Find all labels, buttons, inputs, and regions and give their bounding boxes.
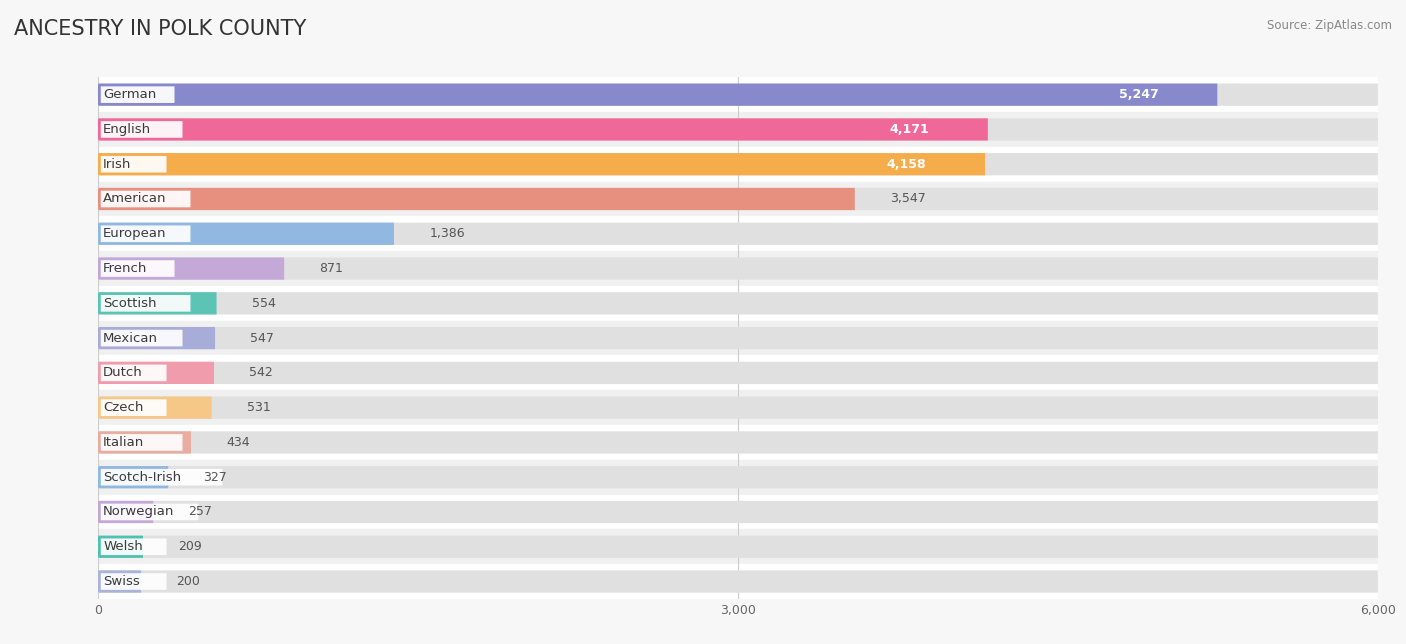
FancyBboxPatch shape: [98, 397, 1378, 419]
FancyBboxPatch shape: [101, 504, 198, 520]
Text: Scottish: Scottish: [103, 297, 156, 310]
Text: 554: 554: [252, 297, 276, 310]
Text: Source: ZipAtlas.com: Source: ZipAtlas.com: [1267, 19, 1392, 32]
FancyBboxPatch shape: [101, 538, 166, 555]
Text: 209: 209: [179, 540, 202, 553]
FancyBboxPatch shape: [98, 292, 217, 314]
FancyBboxPatch shape: [101, 225, 190, 242]
Text: Czech: Czech: [103, 401, 143, 414]
FancyBboxPatch shape: [98, 258, 284, 279]
FancyBboxPatch shape: [98, 536, 143, 558]
Text: 4,158: 4,158: [887, 158, 927, 171]
FancyBboxPatch shape: [98, 188, 855, 210]
Bar: [98, 216, 1378, 251]
FancyBboxPatch shape: [98, 258, 1378, 279]
FancyBboxPatch shape: [98, 466, 169, 488]
Text: French: French: [103, 262, 148, 275]
FancyBboxPatch shape: [98, 223, 394, 245]
Bar: [98, 147, 1378, 182]
FancyBboxPatch shape: [98, 153, 986, 175]
Bar: [98, 286, 1378, 321]
FancyBboxPatch shape: [98, 501, 1378, 523]
FancyBboxPatch shape: [98, 118, 988, 140]
FancyBboxPatch shape: [98, 501, 153, 523]
Bar: [98, 425, 1378, 460]
Text: ANCESTRY IN POLK COUNTY: ANCESTRY IN POLK COUNTY: [14, 19, 307, 39]
FancyBboxPatch shape: [98, 84, 1378, 106]
Text: Scotch-Irish: Scotch-Irish: [103, 471, 181, 484]
Text: 5,247: 5,247: [1119, 88, 1159, 101]
Text: 257: 257: [188, 506, 212, 518]
Bar: [98, 529, 1378, 564]
FancyBboxPatch shape: [101, 573, 166, 590]
Text: 871: 871: [319, 262, 343, 275]
Bar: [98, 355, 1378, 390]
Text: 200: 200: [176, 575, 200, 588]
FancyBboxPatch shape: [98, 362, 1378, 384]
Text: 1,386: 1,386: [429, 227, 465, 240]
Text: American: American: [103, 193, 167, 205]
Text: 531: 531: [247, 401, 270, 414]
Text: 542: 542: [249, 366, 273, 379]
Bar: [98, 112, 1378, 147]
FancyBboxPatch shape: [101, 86, 174, 103]
Text: European: European: [103, 227, 167, 240]
FancyBboxPatch shape: [101, 121, 183, 138]
FancyBboxPatch shape: [101, 330, 183, 346]
Text: 4,171: 4,171: [890, 123, 929, 136]
FancyBboxPatch shape: [98, 118, 1378, 140]
Bar: [98, 77, 1378, 112]
FancyBboxPatch shape: [98, 362, 214, 384]
Text: Welsh: Welsh: [103, 540, 143, 553]
Text: English: English: [103, 123, 152, 136]
Text: Swiss: Swiss: [103, 575, 139, 588]
FancyBboxPatch shape: [101, 434, 183, 451]
FancyBboxPatch shape: [98, 292, 1378, 314]
FancyBboxPatch shape: [101, 260, 174, 277]
FancyBboxPatch shape: [101, 156, 166, 173]
Text: 547: 547: [250, 332, 274, 345]
Bar: [98, 460, 1378, 495]
FancyBboxPatch shape: [98, 327, 215, 349]
Bar: [98, 182, 1378, 216]
FancyBboxPatch shape: [101, 191, 190, 207]
FancyBboxPatch shape: [98, 536, 1378, 558]
FancyBboxPatch shape: [98, 153, 1378, 175]
FancyBboxPatch shape: [98, 431, 191, 453]
Text: 327: 327: [204, 471, 228, 484]
Bar: [98, 251, 1378, 286]
Text: Irish: Irish: [103, 158, 132, 171]
FancyBboxPatch shape: [98, 223, 1378, 245]
Bar: [98, 564, 1378, 599]
FancyBboxPatch shape: [98, 466, 1378, 488]
Text: Italian: Italian: [103, 436, 145, 449]
Text: Norwegian: Norwegian: [103, 506, 174, 518]
FancyBboxPatch shape: [98, 327, 1378, 349]
FancyBboxPatch shape: [98, 571, 141, 592]
FancyBboxPatch shape: [98, 571, 1378, 592]
FancyBboxPatch shape: [101, 295, 190, 312]
Text: 3,547: 3,547: [890, 193, 925, 205]
Bar: [98, 321, 1378, 355]
FancyBboxPatch shape: [101, 399, 166, 416]
Bar: [98, 390, 1378, 425]
FancyBboxPatch shape: [98, 84, 1218, 106]
Text: German: German: [103, 88, 156, 101]
FancyBboxPatch shape: [98, 397, 212, 419]
FancyBboxPatch shape: [98, 188, 1378, 210]
FancyBboxPatch shape: [101, 469, 222, 486]
Text: 434: 434: [226, 436, 250, 449]
FancyBboxPatch shape: [98, 431, 1378, 453]
Text: Dutch: Dutch: [103, 366, 143, 379]
Text: Mexican: Mexican: [103, 332, 157, 345]
FancyBboxPatch shape: [101, 365, 166, 381]
Bar: [98, 495, 1378, 529]
